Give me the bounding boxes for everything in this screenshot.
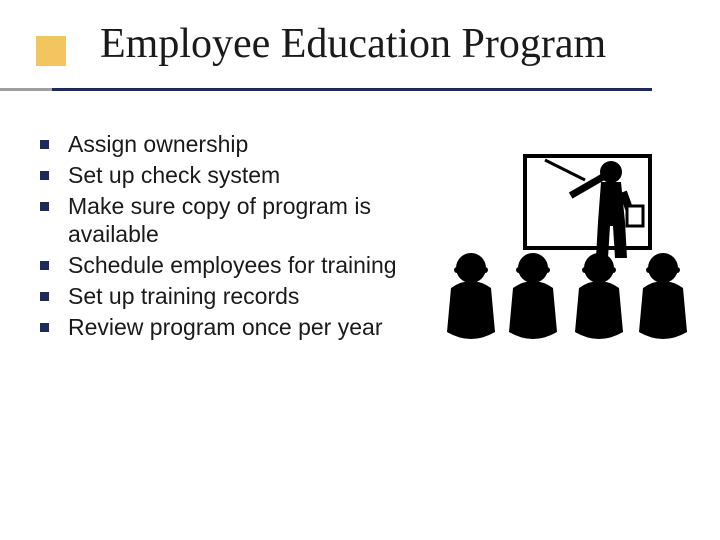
accent-square (36, 36, 66, 66)
list-item: Set up check system (40, 161, 420, 190)
list-item: Make sure copy of program is available (40, 192, 420, 250)
slide-title: Employee Education Program (100, 20, 606, 68)
list-item: Set up training records (40, 282, 420, 311)
underline-navy (52, 88, 652, 91)
underline-grey (0, 88, 52, 91)
slide-header: Employee Education Program (0, 0, 720, 92)
list-item: Assign ownership (40, 130, 420, 159)
presenter-clipart-icon (445, 150, 690, 345)
list-item: Review program once per year (40, 313, 420, 342)
bullet-list: Assign ownership Set up check system Mak… (40, 130, 420, 343)
list-item: Schedule employees for training (40, 251, 420, 280)
